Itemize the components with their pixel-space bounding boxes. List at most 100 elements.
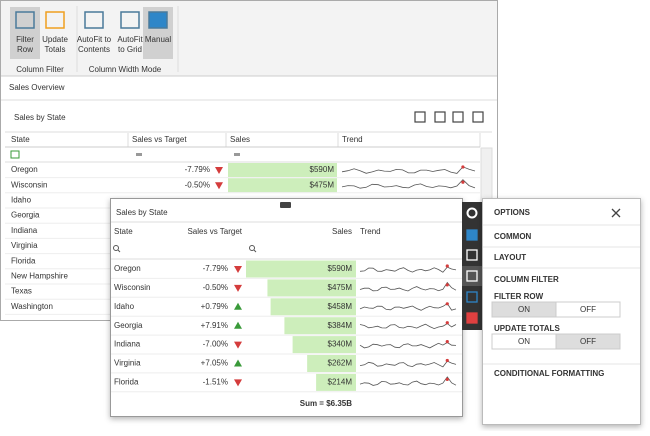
sparkline-marker xyxy=(445,321,449,325)
state-cell: Texas xyxy=(11,287,32,296)
toggle-option[interactable] xyxy=(555,301,621,318)
ribbon xyxy=(1,1,497,76)
maximize-button[interactable] xyxy=(472,111,484,123)
toggle-label: FILTER ROW xyxy=(494,292,544,301)
vs-target-cell: +7.91% xyxy=(201,321,228,330)
ribbon-button-label[interactable]: AutoFit xyxy=(117,35,143,44)
sparkline-marker xyxy=(445,283,449,287)
delete-tool[interactable] xyxy=(466,312,478,324)
ribbon-group-label: Column Filter xyxy=(16,65,64,74)
down-indicator xyxy=(234,341,242,349)
options-group: COLUMN FILTER xyxy=(494,275,559,284)
state-cell: Georgia xyxy=(11,211,40,220)
ribbon-icon[interactable] xyxy=(148,11,168,29)
clear-filter-button[interactable] xyxy=(434,111,446,123)
settings-tool[interactable] xyxy=(466,207,478,219)
vs-target-cell: -7.00% xyxy=(203,340,228,349)
options-section[interactable]: COMMON xyxy=(494,232,532,241)
column-header[interactable]: Sales vs Target xyxy=(132,135,187,144)
ribbon-icon[interactable] xyxy=(15,11,35,29)
sparkline xyxy=(359,281,457,292)
sales-cell-bg xyxy=(228,163,337,177)
search-button[interactable] xyxy=(452,111,464,123)
up-indicator xyxy=(234,302,242,310)
total-cell: Sum = $6.35B xyxy=(300,399,352,408)
column-header[interactable]: Sales xyxy=(230,135,250,144)
vs-target-cell: +0.79% xyxy=(201,302,228,311)
tool-selected xyxy=(462,266,482,286)
ribbon-button-label[interactable]: AutoFit to xyxy=(77,35,112,44)
sparkline-marker xyxy=(445,358,449,363)
ribbon-button-label[interactable]: Contents xyxy=(78,45,110,54)
state-cell: Florida xyxy=(114,378,139,387)
state-cell: Wisconsin xyxy=(11,180,47,189)
ribbon-button-label[interactable]: Update xyxy=(42,35,68,44)
column-header[interactable]: Sales vs Target xyxy=(187,227,242,236)
sparkline-marker xyxy=(445,264,449,268)
ribbon-icon[interactable] xyxy=(84,11,104,29)
filter-icon[interactable] xyxy=(10,150,20,159)
sparkline-marker xyxy=(445,302,449,306)
ribbon-button-label[interactable]: Totals xyxy=(45,45,66,54)
sales-cell: $214M xyxy=(328,378,353,387)
options-section[interactable]: LAYOUT xyxy=(494,253,526,262)
ribbon-button-label[interactable]: Filter xyxy=(16,35,34,44)
sales-cell: $475M xyxy=(328,283,353,292)
state-cell: Indiana xyxy=(114,340,141,349)
column-header[interactable]: State xyxy=(11,135,30,144)
state-cell: Idaho xyxy=(114,302,135,311)
column-header[interactable]: Trend xyxy=(342,135,363,144)
drag-handle[interactable] xyxy=(280,202,291,208)
sales-cell: $340M xyxy=(328,340,353,349)
down-indicator xyxy=(234,379,242,387)
search-icon[interactable] xyxy=(249,245,255,251)
column-header[interactable]: Trend xyxy=(360,227,381,236)
ribbon-button-label[interactable]: Manual xyxy=(145,35,171,44)
options-section[interactable]: CONDITIONAL FORMATTING xyxy=(494,369,604,378)
toggle-option-label[interactable]: ON xyxy=(518,305,530,314)
state-cell: Idaho xyxy=(11,196,32,205)
sparkline xyxy=(341,179,476,189)
down-indicator xyxy=(234,284,242,292)
ribbon-button-label[interactable]: to Grid xyxy=(118,45,142,54)
ribbon-icon[interactable] xyxy=(45,11,65,29)
sparkline xyxy=(341,166,476,174)
sales-bar xyxy=(246,260,356,278)
panel-title: Sales by State xyxy=(14,113,66,122)
ribbon-group-label: Column Width Mode xyxy=(89,65,162,74)
sparkline xyxy=(359,266,457,273)
sparkline-marker xyxy=(461,165,465,169)
state-cell: Washington xyxy=(11,302,53,311)
export-button[interactable] xyxy=(414,111,426,123)
toggle-option-label[interactable]: OFF xyxy=(580,337,596,346)
up-indicator xyxy=(234,359,242,367)
sales-bar xyxy=(316,373,356,391)
filter-tool[interactable] xyxy=(466,229,478,241)
vs-target-cell: -7.79% xyxy=(185,165,210,174)
wrench-tool[interactable] xyxy=(466,270,478,282)
close-button[interactable] xyxy=(611,208,621,218)
vs-target-cell: -1.51% xyxy=(203,378,228,387)
state-cell: Oregon xyxy=(114,264,141,273)
column-header[interactable]: State xyxy=(114,227,133,236)
layers-tool[interactable] xyxy=(466,249,478,261)
search-icon-handle xyxy=(253,249,257,253)
column-header[interactable]: Sales xyxy=(332,227,352,236)
ribbon-button-bg[interactable] xyxy=(10,7,40,59)
filter-condition[interactable] xyxy=(136,153,142,156)
convert-tool[interactable] xyxy=(466,291,478,303)
toggle-option-label[interactable]: OFF xyxy=(580,305,596,314)
filter-condition[interactable] xyxy=(234,153,240,156)
ribbon-button-label[interactable]: Row xyxy=(17,45,33,54)
ribbon-icon[interactable] xyxy=(120,11,140,29)
sales-cell: $475M xyxy=(310,180,335,189)
toggle-option[interactable] xyxy=(555,333,621,350)
sparkline xyxy=(359,342,457,349)
toggle-option-label[interactable]: ON xyxy=(518,337,530,346)
sparkline xyxy=(359,302,457,311)
page-title: Sales Overview xyxy=(9,83,65,92)
state-cell: Indiana xyxy=(11,226,38,235)
search-icon[interactable] xyxy=(113,245,119,251)
sparkline xyxy=(359,360,457,368)
sales-cell: $458M xyxy=(328,302,353,311)
